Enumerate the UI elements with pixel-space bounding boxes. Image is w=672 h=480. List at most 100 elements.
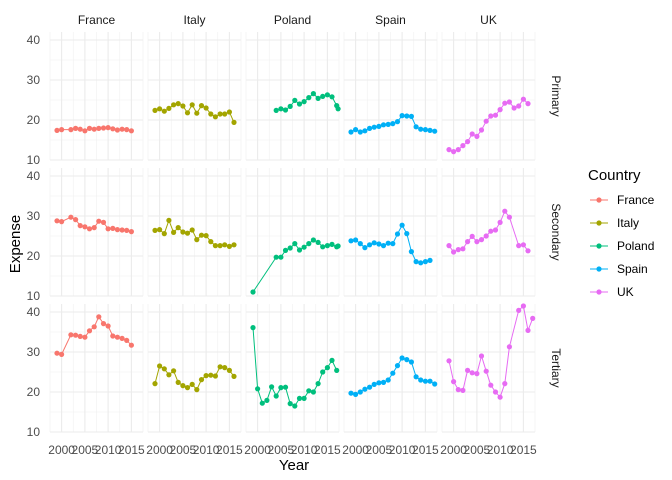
- y-tick-label: 10: [27, 153, 41, 167]
- data-point: [520, 242, 527, 248]
- data-point: [194, 237, 200, 243]
- data-point: [278, 385, 284, 391]
- data-point: [226, 109, 232, 115]
- data-point: [68, 127, 74, 133]
- data-point: [460, 143, 466, 149]
- data-point: [59, 219, 65, 225]
- data-point: [376, 380, 382, 386]
- legend-key-point: [596, 220, 602, 226]
- data-point: [184, 230, 191, 236]
- column-strip-labels: France Italy Poland Spain UK: [78, 13, 497, 27]
- data-point: [380, 243, 387, 249]
- data-point: [525, 248, 531, 254]
- data-point: [96, 314, 102, 320]
- data-point: [357, 129, 363, 135]
- facet-panels: [49, 32, 536, 433]
- data-point: [59, 351, 65, 357]
- data-point: [502, 381, 508, 387]
- row-strip-labels: Primary Secondary Tertiary: [549, 75, 563, 387]
- data-point: [198, 232, 205, 238]
- data-point: [324, 92, 330, 98]
- data-point: [301, 99, 307, 105]
- x-tick-label: 2005: [72, 443, 99, 457]
- data-point: [287, 245, 293, 251]
- data-point: [114, 127, 120, 133]
- legend-item-italy: Italy: [590, 216, 639, 230]
- data-point: [282, 247, 289, 253]
- x-tick-label: 2010: [487, 443, 514, 457]
- data-point: [157, 363, 163, 369]
- x-tick-label: 2005: [268, 443, 295, 457]
- data-point: [506, 344, 512, 350]
- data-point: [231, 242, 237, 248]
- data-point: [367, 384, 373, 390]
- data-point: [394, 363, 401, 369]
- data-point: [86, 328, 93, 334]
- column-strip-label: Spain: [375, 13, 406, 27]
- x-tick-label: 2010: [95, 443, 122, 457]
- panel-france-tertiary: [49, 304, 144, 433]
- panel-italy-secondary: [147, 168, 242, 297]
- data-point: [390, 121, 396, 127]
- data-point: [451, 249, 457, 255]
- data-point: [329, 357, 335, 363]
- data-point: [255, 386, 261, 392]
- data-point: [292, 403, 298, 409]
- data-point: [455, 387, 461, 393]
- data-point: [296, 247, 303, 253]
- legend-label: Spain: [617, 262, 648, 276]
- data-point: [353, 391, 359, 397]
- panel-uk-primary: [441, 32, 536, 161]
- data-point: [371, 124, 377, 130]
- data-point: [82, 334, 88, 340]
- data-point: [427, 257, 433, 263]
- data-point: [54, 350, 60, 356]
- data-point: [119, 227, 125, 233]
- data-point: [390, 370, 396, 376]
- data-point: [376, 123, 382, 129]
- data-point: [203, 233, 209, 239]
- data-point: [422, 259, 428, 265]
- data-point: [250, 289, 256, 295]
- data-point: [516, 103, 522, 109]
- data-point: [292, 97, 298, 103]
- data-point: [161, 231, 167, 237]
- data-point: [408, 249, 414, 255]
- data-point: [520, 96, 527, 102]
- data-point: [282, 384, 289, 390]
- x-tick-label: 2005: [170, 443, 197, 457]
- data-point: [161, 366, 167, 372]
- data-point: [520, 303, 527, 309]
- data-point: [353, 127, 359, 133]
- data-point: [226, 243, 232, 249]
- data-point: [222, 111, 228, 117]
- data-point: [119, 126, 125, 132]
- y-tick-label: 30: [27, 345, 41, 359]
- data-point: [446, 147, 452, 153]
- data-point: [478, 353, 485, 359]
- panel-spain-tertiary: [343, 304, 438, 433]
- legend: Country France Italy Poland Spain UK: [588, 167, 655, 299]
- y-tick-label: 10: [27, 425, 41, 439]
- data-point: [335, 243, 341, 249]
- data-point: [166, 217, 172, 223]
- panel-uk-tertiary: [441, 303, 536, 433]
- data-point: [362, 386, 368, 392]
- data-point: [335, 106, 341, 112]
- row-strip-label: Tertiary: [549, 348, 563, 387]
- data-point: [124, 127, 130, 133]
- panel-poland-tertiary: [245, 304, 340, 433]
- data-point: [86, 226, 93, 232]
- data-point: [296, 101, 303, 107]
- data-point: [259, 400, 265, 406]
- data-point: [96, 218, 102, 224]
- data-point: [54, 218, 60, 224]
- data-point: [492, 227, 499, 233]
- data-point: [478, 237, 485, 243]
- data-point: [399, 355, 405, 361]
- y-tick-label: 20: [27, 385, 41, 399]
- data-point: [460, 387, 466, 393]
- legend-item-poland: Poland: [590, 239, 654, 253]
- panel-italy-tertiary: [147, 304, 242, 433]
